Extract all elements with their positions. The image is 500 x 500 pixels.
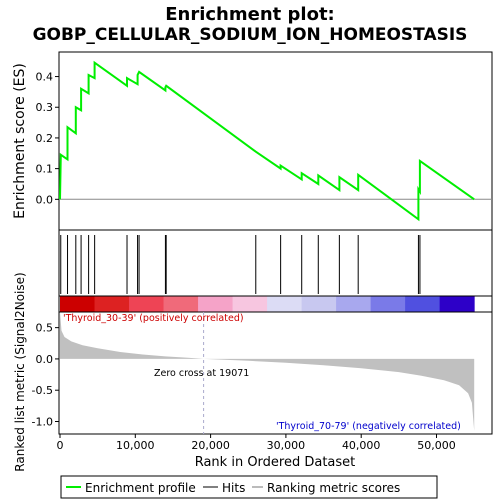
legend-metric-label: Ranking metric scores	[267, 481, 400, 495]
metric-axis-label: Ranked list metric (Signal2Noise)	[13, 272, 27, 471]
metric-ytick-label: -1.0	[32, 415, 53, 428]
heatmap-segment	[405, 296, 441, 312]
metric-ytick-label: -0.5	[32, 384, 53, 397]
xtick-label: 50,000	[417, 439, 456, 452]
heatmap-segment	[232, 296, 268, 312]
metric-y-axis: 0.5 0.0 -0.5 -1.0	[32, 322, 59, 428]
positive-label: 'Thyroid_30-39' (positively correlated)	[63, 313, 244, 324]
es-ytick-label: 0.1	[36, 163, 54, 176]
zero-cross-label: Zero cross at 19071	[154, 368, 249, 379]
es-y-axis: 0.0 0.1 0.2 0.3 0.4	[36, 71, 59, 206]
ranking-metric-area	[60, 312, 475, 431]
heatmap-segment	[60, 296, 96, 312]
x-axis-label: Rank in Ordered Dataset	[195, 455, 356, 470]
xtick-label: 10,000	[116, 439, 155, 452]
es-axis-label: Enrichment score (ES)	[12, 63, 28, 219]
xtick-label: 40,000	[342, 439, 381, 452]
heatmap-segment	[336, 296, 372, 312]
es-ytick-label: 0.4	[36, 71, 54, 84]
metric-ytick-label: 0.5	[36, 322, 54, 335]
heatmap-segment	[439, 296, 475, 312]
es-ytick-label: 0.0	[36, 193, 54, 206]
heatmap-segment	[198, 296, 234, 312]
heatmap-segment	[267, 296, 303, 312]
enrichment-profile-line	[59, 60, 475, 222]
x-axis: 0 10,000 20,000 30,000 40,000 50,000	[57, 434, 456, 452]
heatmap-segment	[301, 296, 337, 312]
legend-hits-label: Hits	[222, 481, 245, 495]
hits-panel-frame	[58, 229, 493, 297]
heatmap-segment	[370, 296, 406, 312]
chart-title-line2: GOBP_CELLULAR_SODIUM_ION_HOMEOSTASIS	[33, 25, 468, 45]
xtick-label: 20,000	[191, 439, 230, 452]
negative-label: 'Thyroid_70-79' (negatively correlated)	[276, 421, 461, 432]
es-panel-frame	[58, 51, 493, 231]
heatmap-segment	[163, 296, 199, 312]
legend-enrichment-label: Enrichment profile	[85, 481, 196, 495]
legend-box	[60, 475, 438, 499]
metric-panel-frame	[58, 311, 493, 435]
xtick-label: 0	[57, 439, 64, 452]
hits-group	[60, 235, 421, 294]
heatmap-segment	[94, 296, 130, 312]
metric-ytick-label: 0.0	[36, 353, 54, 366]
ranked-list-heatmap	[60, 296, 475, 312]
heatmap-segment	[129, 296, 165, 312]
chart-title-line1: Enrichment plot:	[165, 4, 335, 25]
es-ytick-label: 0.2	[36, 132, 54, 145]
xtick-label: 30,000	[267, 439, 306, 452]
es-ytick-label: 0.3	[36, 101, 54, 114]
